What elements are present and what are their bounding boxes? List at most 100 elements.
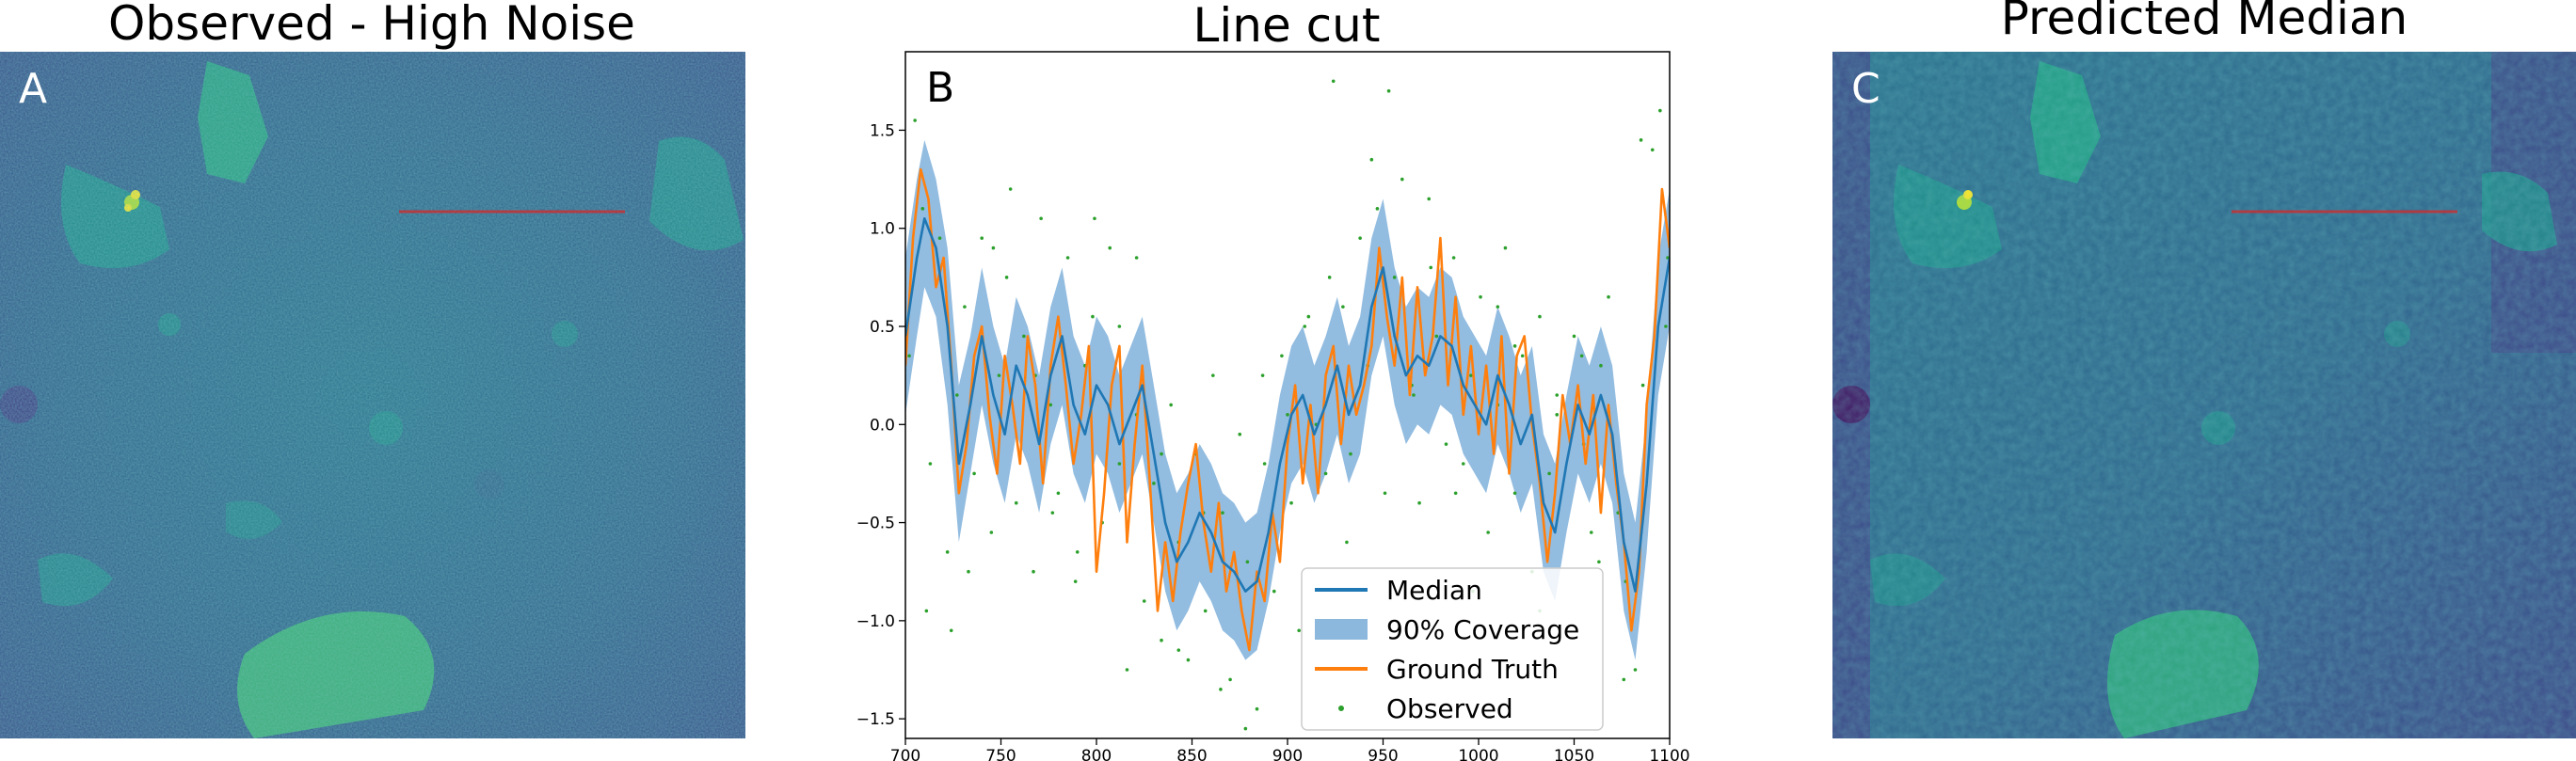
observed-point bbox=[1065, 256, 1070, 260]
observed-point bbox=[1160, 638, 1163, 642]
observed-point bbox=[1169, 403, 1173, 407]
observed-point bbox=[1255, 706, 1259, 711]
observed-point bbox=[1496, 403, 1500, 407]
predicted-median-image-panel: C bbox=[1832, 52, 2576, 738]
observed-point bbox=[924, 609, 929, 613]
x-tick-label: 850 bbox=[1176, 747, 1207, 761]
observed-point bbox=[1219, 688, 1223, 691]
observed-point bbox=[967, 569, 970, 574]
observed-point bbox=[1201, 511, 1206, 515]
observed-point bbox=[1530, 569, 1534, 574]
observed-point bbox=[1245, 560, 1250, 564]
observed-point bbox=[1262, 462, 1267, 466]
x-tick-label: 950 bbox=[1368, 747, 1398, 761]
observed-point bbox=[1572, 334, 1576, 339]
observed-point bbox=[1134, 256, 1139, 260]
observed-point bbox=[1512, 344, 1517, 348]
legend-entry-label: Ground Truth bbox=[1386, 654, 1559, 685]
observed-point bbox=[928, 462, 933, 466]
observed-point bbox=[1272, 589, 1276, 594]
observed-point bbox=[1193, 452, 1198, 456]
observed-point bbox=[1186, 658, 1191, 662]
observed-point bbox=[1075, 550, 1080, 554]
observed-point bbox=[1014, 500, 1018, 505]
observed-point bbox=[1392, 276, 1397, 279]
observed-point bbox=[1083, 363, 1087, 368]
x-tick-label: 800 bbox=[1081, 747, 1112, 761]
observed-point bbox=[1117, 462, 1122, 466]
observed-point bbox=[1345, 540, 1349, 545]
observed-point bbox=[980, 236, 984, 240]
legend-entry-label: Observed bbox=[1386, 693, 1513, 724]
y-tick-label: −0.5 bbox=[856, 515, 895, 533]
observed-point bbox=[1479, 294, 1482, 299]
observed-point bbox=[1243, 726, 1248, 731]
observed-point bbox=[1050, 511, 1055, 515]
observed-point bbox=[1666, 256, 1670, 260]
panel-b-letter: B bbox=[926, 64, 954, 112]
observed-point bbox=[1176, 540, 1181, 545]
panel-c-title: Predicted Median bbox=[2000, 0, 2408, 45]
observed-point bbox=[1520, 354, 1525, 358]
observed-point bbox=[1597, 560, 1601, 564]
observed-point bbox=[913, 119, 917, 122]
observed-point bbox=[1599, 363, 1603, 368]
observed-point bbox=[1469, 373, 1473, 377]
observed-point bbox=[1176, 648, 1181, 652]
observed-point bbox=[1579, 354, 1584, 358]
observed-point bbox=[1108, 246, 1112, 250]
observed-point bbox=[1039, 216, 1043, 221]
observed-point bbox=[1664, 325, 1668, 328]
observed-point bbox=[1434, 334, 1439, 339]
observed-point bbox=[1358, 236, 1362, 240]
observed-point bbox=[1581, 442, 1586, 446]
panel-a-letter: A bbox=[19, 65, 48, 113]
observed-point bbox=[1323, 471, 1328, 476]
observed-point bbox=[1640, 383, 1645, 388]
x-tick-label: 1000 bbox=[1458, 747, 1498, 761]
observed-point bbox=[1238, 432, 1242, 436]
observed-point bbox=[1260, 373, 1265, 377]
observed-point bbox=[972, 471, 976, 476]
panel-b-title: Line cut bbox=[1192, 0, 1381, 53]
observed-point bbox=[1461, 462, 1465, 466]
observed-point bbox=[1451, 256, 1456, 260]
observed-point bbox=[1022, 334, 1026, 339]
observed-point bbox=[1280, 354, 1284, 358]
observed-point bbox=[1383, 491, 1387, 496]
x-tick-label: 1100 bbox=[1649, 747, 1689, 761]
observed-point bbox=[1289, 500, 1293, 505]
observed-point bbox=[1453, 491, 1458, 496]
observed-point bbox=[1639, 138, 1643, 142]
observed-point bbox=[1314, 422, 1319, 427]
observed-point bbox=[1555, 413, 1560, 417]
legend-coverage-handle bbox=[1315, 619, 1368, 640]
observed-point bbox=[1429, 265, 1433, 270]
observed-point bbox=[1033, 373, 1037, 377]
observed-point bbox=[1152, 482, 1156, 485]
observed-point bbox=[1624, 579, 1628, 583]
observed-point bbox=[937, 236, 942, 240]
observed-point bbox=[1607, 294, 1610, 299]
observed-point bbox=[1616, 511, 1620, 515]
observed-point bbox=[1658, 108, 1662, 113]
observed-point bbox=[1538, 609, 1542, 613]
panel-a-title: Observed - High Noise bbox=[108, 0, 635, 51]
observed-point bbox=[1400, 177, 1404, 182]
observed-point bbox=[1221, 511, 1224, 515]
observed-point bbox=[1203, 609, 1208, 613]
y-tick-label: 1.5 bbox=[870, 121, 895, 140]
observed-point bbox=[989, 531, 994, 534]
y-tick-label: 1.0 bbox=[870, 220, 895, 239]
x-tick-label: 750 bbox=[985, 747, 1016, 761]
observed-point bbox=[1134, 413, 1139, 417]
observed-point bbox=[1555, 393, 1560, 397]
observed-point bbox=[1125, 668, 1129, 672]
observed-point bbox=[1331, 79, 1336, 84]
observed-point bbox=[997, 373, 1001, 377]
observed-point bbox=[1486, 531, 1490, 534]
observed-point bbox=[1073, 579, 1078, 583]
observed-point bbox=[1375, 207, 1380, 211]
observed-image bbox=[0, 52, 745, 738]
observed-point bbox=[1297, 628, 1301, 633]
